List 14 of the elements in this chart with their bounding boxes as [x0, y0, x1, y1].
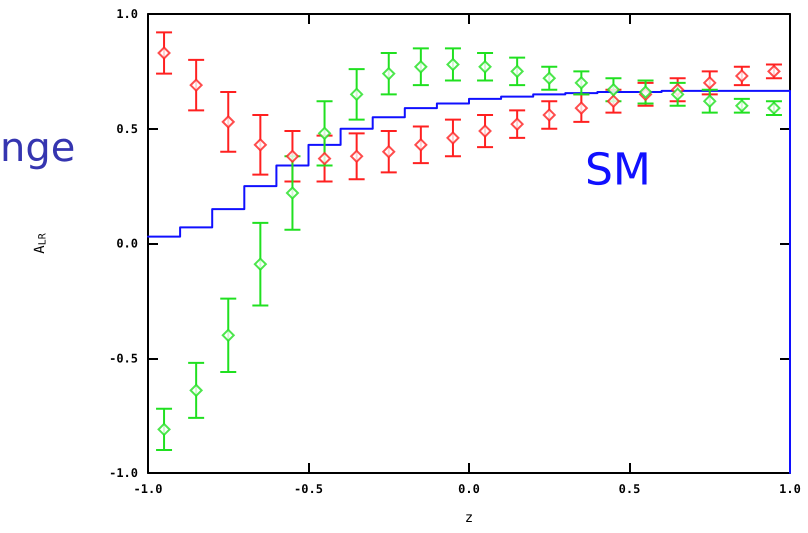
y-tick-label: -1.0 [109, 466, 138, 480]
x-tick-label: -1.0 [134, 482, 162, 496]
text: nge [0, 125, 76, 171]
y-tick-label: 0.5 [116, 122, 138, 136]
x-axis-title: z [464, 510, 474, 526]
y-tick-label: -0.5 [109, 351, 138, 366]
x-tick-label: 0.0 [458, 482, 480, 496]
y-axis-title: ALR [32, 232, 48, 254]
x-tick-label: -0.5 [294, 482, 323, 496]
annotation: SM [585, 144, 651, 196]
y-tick-label: 1.0 [116, 7, 138, 21]
y-tick-label: 0.0 [116, 236, 138, 250]
x-tick-label: 0.5 [618, 482, 640, 496]
x-tick-label: 1.0 [779, 482, 801, 496]
